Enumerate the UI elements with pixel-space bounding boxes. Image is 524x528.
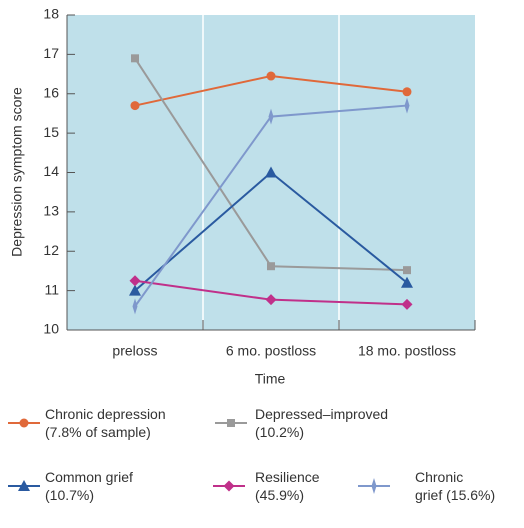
marker: [371, 478, 377, 494]
marker: [265, 294, 277, 306]
x-tick-label: 6 mo. postloss: [226, 343, 316, 359]
x-tick-label: 18 mo. postloss: [358, 343, 456, 359]
marker: [132, 298, 138, 315]
x-axis-label: Time: [255, 371, 286, 387]
marker: [227, 419, 235, 427]
marker: [130, 101, 140, 111]
marker: [401, 298, 413, 310]
legend-label: Resilience (45.9%): [255, 469, 320, 503]
y-tick-label: 12: [43, 242, 59, 258]
legend-label: Depressed–improved (10.2%): [255, 406, 389, 440]
legend-label: Common grief (10.7%): [45, 469, 133, 503]
y-tick-label: 16: [43, 84, 59, 100]
marker: [267, 262, 275, 271]
marker: [404, 97, 410, 114]
y-tick-label: 10: [43, 321, 59, 337]
marker: [131, 54, 139, 63]
y-tick-label: 17: [43, 45, 59, 61]
marker: [129, 284, 141, 296]
marker: [268, 108, 274, 125]
y-tick-label: 11: [44, 281, 59, 297]
marker: [402, 87, 412, 97]
y-tick-label: 14: [43, 163, 59, 179]
marker: [129, 275, 141, 287]
marker: [223, 480, 235, 492]
marker: [266, 71, 276, 81]
x-tick-label: preloss: [112, 343, 157, 359]
marker: [403, 266, 411, 275]
marker: [19, 418, 29, 428]
marker: [401, 276, 413, 288]
y-tick-label: 15: [43, 124, 59, 140]
legend-label: Chronic grief (15.6%): [415, 469, 496, 503]
y-tick-label: 13: [43, 203, 59, 219]
marker: [265, 166, 277, 178]
legend-label: Chronic depression (7.8% of sample): [45, 406, 166, 440]
y-axis-label: Depression symptom score: [9, 87, 25, 257]
y-tick-label: 18: [43, 6, 59, 22]
marker: [18, 480, 30, 491]
